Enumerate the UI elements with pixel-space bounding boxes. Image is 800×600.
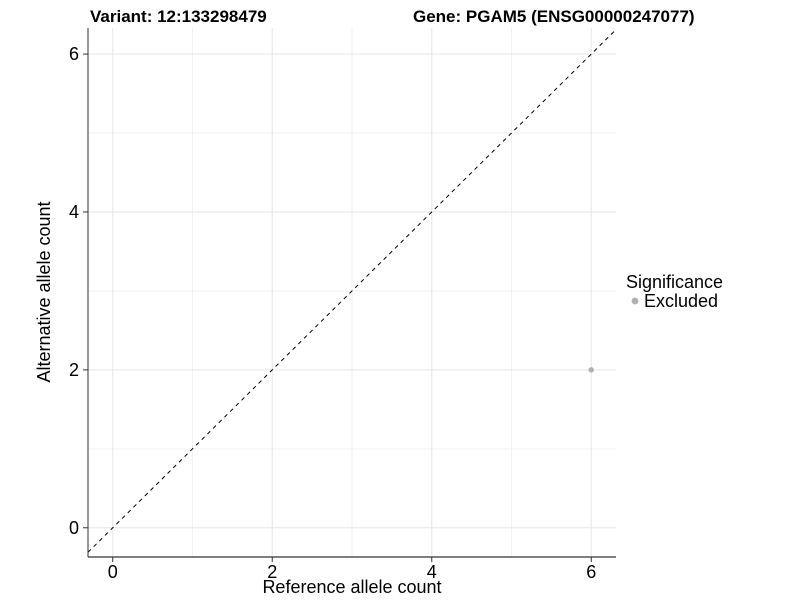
minor-gridlines bbox=[88, 28, 616, 557]
x-tick-label: 4 bbox=[427, 562, 437, 582]
y-tick-label: 0 bbox=[69, 518, 79, 538]
legend-key-excluded-dot bbox=[631, 297, 639, 305]
x-tick-label: 0 bbox=[108, 562, 118, 582]
legend-label-excluded: Excluded bbox=[644, 291, 718, 311]
data-points bbox=[588, 367, 594, 373]
x-tick-label: 6 bbox=[586, 562, 596, 582]
major-gridlines bbox=[88, 28, 616, 557]
axis-tick-marks bbox=[83, 53, 592, 562]
axis-tick-labels: 0 2 4 6 0 2 4 6 bbox=[69, 44, 596, 582]
x-tick-label: 2 bbox=[267, 562, 277, 582]
identity-dashed-line bbox=[87, 29, 617, 553]
gene-title: Gene: PGAM5 (ENSG00000247077) bbox=[413, 7, 695, 26]
y-tick-label: 6 bbox=[69, 44, 79, 64]
data-point bbox=[588, 367, 594, 373]
legend: Significance Excluded bbox=[626, 272, 723, 311]
x-axis-title: Reference allele count bbox=[262, 577, 441, 597]
legend-title: Significance bbox=[626, 272, 723, 292]
y-tick-label: 4 bbox=[69, 202, 79, 222]
y-axis-title: Alternative allele count bbox=[34, 201, 54, 382]
y-tick-label: 2 bbox=[69, 360, 79, 380]
variant-title: Variant: 12:133298479 bbox=[90, 7, 267, 26]
